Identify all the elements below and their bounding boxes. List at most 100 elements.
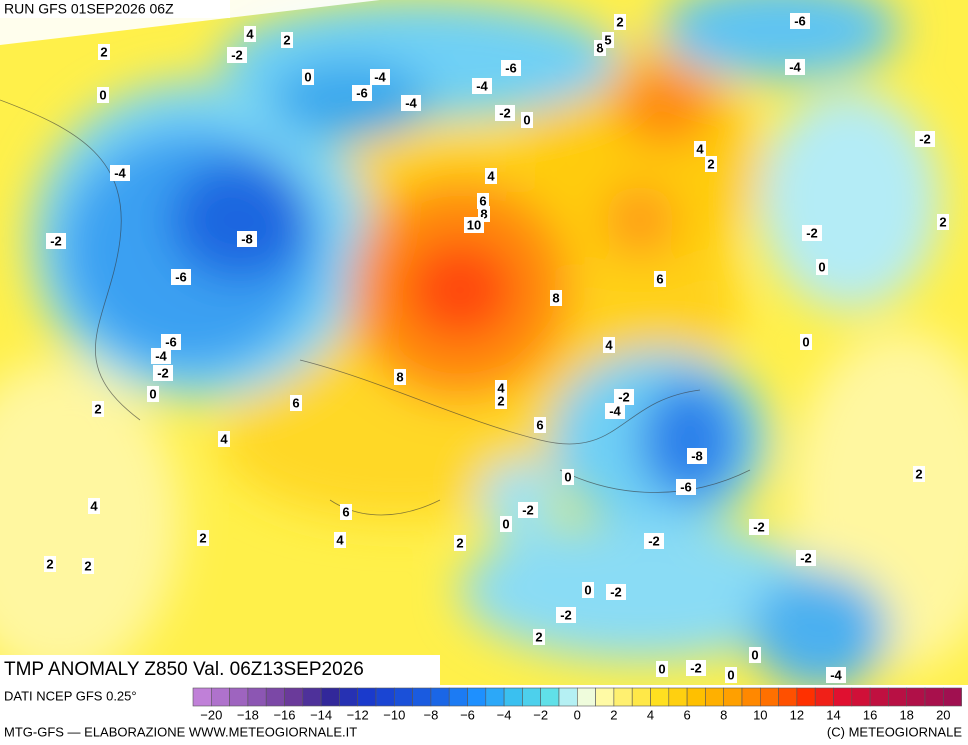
colorbar-tick-label: 10 (753, 707, 767, 722)
label-bg (464, 217, 484, 233)
label-bg (614, 389, 634, 405)
label-bg (394, 369, 406, 385)
label-bg (340, 504, 352, 520)
label-bg (533, 629, 545, 645)
contour-label: 2 (939, 214, 946, 229)
contour-label: -8 (691, 448, 703, 463)
contour-label: 2 (456, 535, 463, 550)
contour-label: 0 (149, 386, 156, 401)
label-bg (44, 556, 56, 572)
label-bg (800, 334, 812, 350)
map-title: TMP ANOMALY Z850 Val. 06Z13SEP2026 (4, 659, 364, 680)
colorbar-tick-label: 0 (574, 707, 581, 722)
colorbar-box (284, 687, 304, 707)
label-bg (790, 13, 810, 29)
label-bg (614, 14, 626, 30)
contour-label: -4 (155, 348, 167, 363)
label-bg (603, 337, 615, 353)
label-bg (495, 105, 515, 121)
colorbar-box (412, 687, 432, 707)
colorbar-box (851, 687, 871, 707)
colorbar-box (192, 687, 212, 707)
label-bg (454, 535, 466, 551)
colorbar-box (888, 687, 908, 707)
contour-label: -2 (648, 533, 660, 548)
colorbar-tick-label: −16 (273, 707, 295, 722)
contour-label: 6 (656, 271, 663, 286)
colorbar-tick-label: 6 (683, 707, 690, 722)
colorbar-box (247, 687, 267, 707)
contour-label: 4 (487, 168, 495, 183)
label-bg (151, 348, 171, 364)
colorbar-tick-label: −10 (383, 707, 405, 722)
contour-label: -6 (505, 60, 517, 75)
colorbar-tick-label: 12 (790, 707, 804, 722)
label-bg (472, 78, 492, 94)
label-bg (816, 259, 828, 275)
label-bg (302, 69, 314, 85)
contour-label: 2 (535, 629, 542, 644)
label-bg (46, 233, 66, 249)
contour-label: 0 (802, 334, 809, 349)
colorbar-tick-label: 16 (863, 707, 877, 722)
label-bg (705, 156, 717, 172)
colorbar-tick-label: 14 (826, 707, 840, 722)
colorbar-box (869, 687, 889, 707)
colorbar-box (430, 687, 450, 707)
contour-label: 2 (100, 44, 107, 59)
label-bg (562, 469, 574, 485)
contour-label: 2 (46, 556, 53, 571)
colorbar-box (448, 687, 468, 707)
label-bg (749, 519, 769, 535)
contour-label: -2 (499, 105, 511, 120)
label-bg (656, 661, 668, 677)
label-bg (97, 87, 109, 103)
contour-label: 5 (604, 32, 611, 47)
contour-label: 4 (90, 498, 98, 513)
header-box (0, 0, 230, 18)
label-bg (161, 334, 181, 350)
label-bg (153, 365, 173, 381)
contour-label: -2 (800, 550, 812, 565)
source: DATI NCEP GFS 0.25° (4, 688, 137, 703)
label-bg (687, 448, 707, 464)
contour-label: 6 (342, 504, 349, 519)
colorbar-tick-label: 20 (936, 707, 950, 722)
label-bg (556, 607, 576, 623)
contour-label: -4 (830, 667, 842, 682)
contour-label: 0 (658, 661, 665, 676)
label-bg (694, 141, 706, 157)
label-bg (495, 393, 507, 409)
contour-label: 4 (220, 431, 228, 446)
contour-label: 0 (818, 259, 825, 274)
contour-label: -8 (241, 231, 253, 246)
contour-label: 4 (246, 26, 254, 41)
label-bg (237, 231, 257, 247)
colorbar-box (558, 687, 578, 707)
label-bg (606, 584, 626, 600)
label-bg (802, 225, 822, 241)
colorbar-box (211, 687, 230, 707)
label-bg (582, 582, 594, 598)
contour-label: 8 (396, 369, 403, 384)
colorbar-box (796, 687, 816, 707)
colorbar-box (576, 687, 596, 707)
label-bg (370, 69, 390, 85)
contour-label: -2 (50, 233, 62, 248)
label-bg (602, 32, 614, 48)
colorbar-box (503, 687, 523, 707)
label-bg (82, 558, 94, 574)
colorbar-box (705, 687, 725, 707)
contour-label: -2 (157, 365, 169, 380)
contour-label: -6 (165, 334, 177, 349)
contour-label: -2 (753, 519, 765, 534)
label-bg (550, 290, 562, 306)
label-bg (147, 386, 159, 402)
colorbar-box (759, 687, 779, 707)
colorbar-box (320, 687, 340, 707)
contour-label: -2 (231, 47, 243, 62)
label-bg (218, 431, 230, 447)
label-bg (501, 60, 521, 76)
label-bg (352, 85, 372, 101)
colorbar-box (265, 687, 285, 707)
